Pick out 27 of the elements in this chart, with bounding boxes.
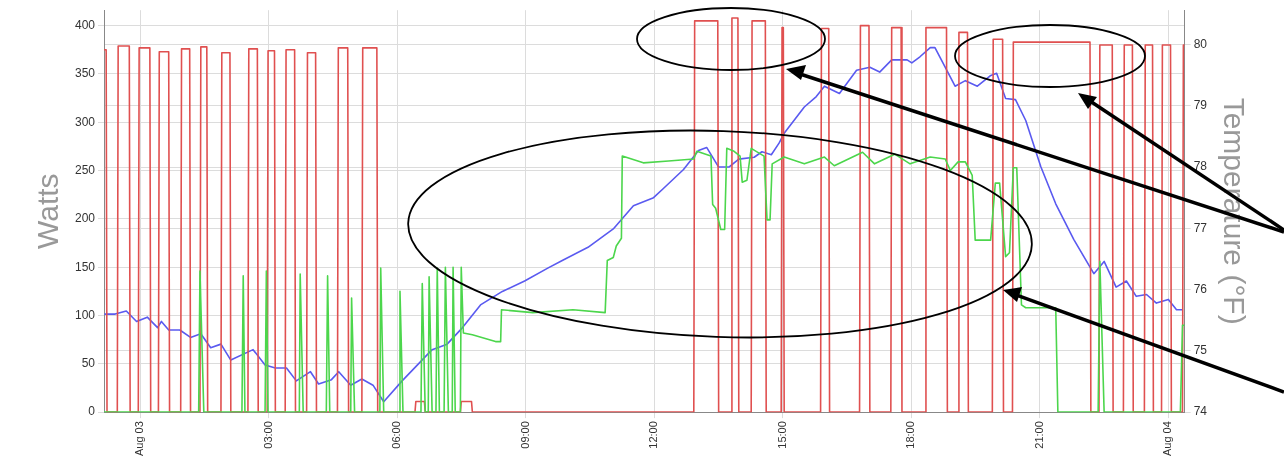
x-tick-label: Aug 03: [133, 421, 146, 457]
y2-tick-label: 79: [1193, 98, 1208, 113]
y2-tick-label: 80: [1193, 36, 1208, 51]
y2-tick-label: 78: [1193, 159, 1208, 174]
y-tick-label: 250: [74, 162, 96, 177]
y-tick-label: 0: [88, 404, 96, 419]
x-tick-label: Aug 04: [1161, 421, 1174, 457]
y2-tick-label: 76: [1193, 281, 1208, 296]
y2-tick-label: 75: [1193, 343, 1208, 358]
x-tick-label: 12:00: [647, 421, 660, 449]
x-tick-label: 06:00: [390, 421, 403, 449]
y2-tick-label: 74: [1193, 404, 1208, 419]
y2-tick-label: 77: [1193, 220, 1208, 235]
x-tick-label: 15:00: [775, 421, 788, 449]
y-tick-label: 300: [74, 114, 96, 129]
y-tick-label: 400: [74, 17, 96, 32]
x-tick-label: 18:00: [904, 421, 917, 449]
y-tick-label: 100: [74, 307, 96, 322]
x-tick-label: 21:00: [1032, 421, 1045, 449]
x-tick-label: 09:00: [518, 421, 531, 449]
y2-axis-title: Temperature (°F): [1217, 97, 1251, 325]
y-tick-label: 150: [74, 259, 96, 274]
y-tick-label: 350: [74, 66, 96, 81]
y-tick-label: 50: [81, 356, 96, 371]
y-tick-label: 200: [74, 211, 96, 226]
y-axis-title: Watts: [31, 173, 65, 249]
x-tick-label: 03:00: [261, 421, 274, 449]
